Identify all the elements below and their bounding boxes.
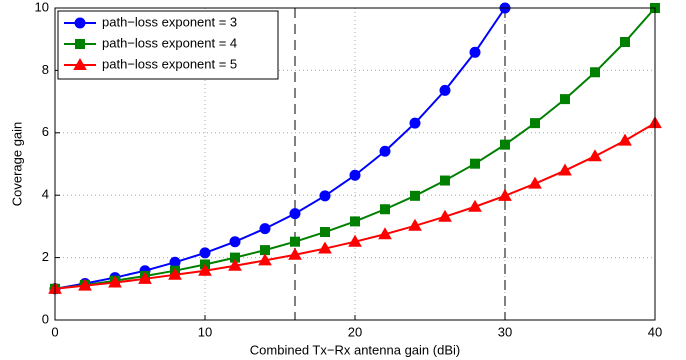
data-point <box>348 234 362 247</box>
data-point <box>558 163 572 176</box>
y-tick-label: 6 <box>42 124 49 139</box>
y-tick-label: 10 <box>35 0 49 14</box>
x-tick-label: 10 <box>198 324 212 339</box>
data-point <box>560 94 570 105</box>
data-point <box>620 37 630 48</box>
x-axis-label: Combined Tx−Rx antenna gain (dBi) <box>250 342 460 357</box>
data-point <box>138 271 152 284</box>
data-point <box>618 133 632 146</box>
legend-label: path−loss exponent = 4 <box>102 35 237 50</box>
data-point <box>410 190 420 201</box>
legend-label: path−loss exponent = 5 <box>102 56 237 71</box>
data-point <box>500 139 510 150</box>
data-point <box>78 278 92 291</box>
legend-label: path−loss exponent = 3 <box>102 14 237 29</box>
data-point <box>199 247 211 259</box>
data-point <box>259 223 271 235</box>
data-point <box>438 209 452 222</box>
data-point <box>530 118 540 129</box>
data-point <box>378 227 392 240</box>
data-point <box>528 176 542 189</box>
y-tick-label: 0 <box>42 311 49 326</box>
data-point <box>229 236 241 248</box>
data-point <box>440 175 450 186</box>
data-point <box>258 253 272 266</box>
data-point <box>318 241 332 254</box>
data-point <box>408 218 422 231</box>
data-point <box>168 267 182 280</box>
data-point <box>350 216 360 227</box>
data-point <box>409 117 421 129</box>
x-tick-label: 20 <box>348 324 362 339</box>
data-point <box>379 145 391 157</box>
x-tick-label: 30 <box>498 324 512 339</box>
legend-marker <box>75 39 85 49</box>
data-point <box>260 245 270 256</box>
data-point <box>498 188 512 201</box>
data-point <box>198 263 212 276</box>
series-line <box>54 7 506 290</box>
data-point <box>108 275 122 288</box>
data-point <box>470 158 480 169</box>
data-point <box>228 258 242 271</box>
y-tick-label: 2 <box>42 249 49 264</box>
x-tick-label: 40 <box>648 324 662 339</box>
data-point <box>439 84 451 96</box>
data-point <box>469 46 481 58</box>
data-point <box>320 227 330 238</box>
x-tick-label: 0 <box>51 324 58 339</box>
data-point <box>590 67 600 78</box>
y-tick-label: 8 <box>42 62 49 77</box>
data-point <box>468 199 482 212</box>
axes-frame <box>54 7 656 321</box>
data-point <box>288 247 302 260</box>
legend-marker <box>73 57 87 70</box>
y-tick-label: 4 <box>42 187 49 202</box>
data-point <box>289 208 301 220</box>
data-point <box>290 236 300 247</box>
data-point <box>319 190 331 202</box>
y-axis-label: Coverage gain <box>9 122 24 207</box>
legend-marker <box>74 17 86 29</box>
legend: path−loss exponent = 3 path−loss exponent… <box>57 10 279 80</box>
data-point <box>349 169 361 181</box>
data-point <box>588 149 602 162</box>
data-point <box>380 204 390 215</box>
